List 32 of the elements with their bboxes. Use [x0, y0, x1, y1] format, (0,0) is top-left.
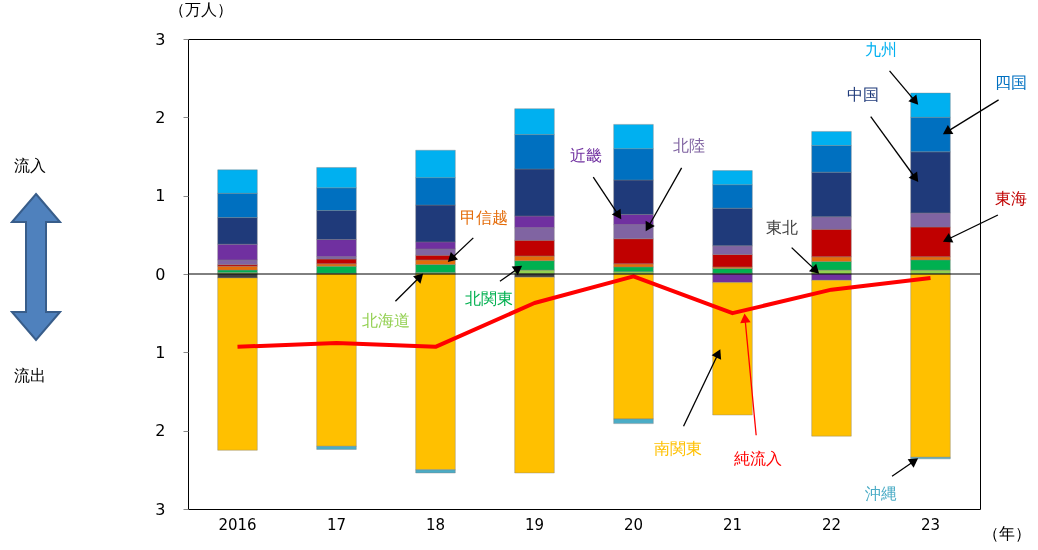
x-tick-label: 23 — [920, 515, 941, 534]
x-tick-label: 22 — [821, 515, 842, 534]
y-tick-label: 3 — [155, 29, 166, 49]
text: 純流入 — [733, 449, 782, 469]
x-tick-label: 18 — [425, 515, 446, 534]
series-label: 沖縄 — [864, 484, 897, 504]
text: 九州 — [864, 40, 897, 60]
y-tick-label: 3 — [155, 499, 166, 519]
text: 近畿 — [569, 145, 602, 165]
text: 北陸 — [672, 135, 705, 155]
series-label: 甲信越 — [459, 208, 508, 228]
series-label: 南関東 — [653, 438, 702, 458]
y-tick-label: 2 — [155, 421, 166, 441]
text: 流入 — [14, 156, 46, 177]
y-tick-label: 0 — [155, 264, 166, 284]
text: 東海 — [994, 188, 1027, 208]
x-tick-label: 2016 — [218, 515, 257, 534]
x-tick-label: 17 — [326, 515, 347, 534]
y-tick-label: 1 — [155, 186, 166, 206]
x-tick-label: 19 — [524, 515, 545, 534]
text: 中国 — [846, 85, 879, 105]
y-tick-label: 1 — [155, 342, 166, 362]
x-tick-label: 21 — [722, 515, 743, 534]
x-axis-title: （年） — [982, 523, 1031, 543]
text: 流出 — [14, 366, 46, 387]
y-axis-title: （万人） — [168, 0, 233, 19]
x-tick-label: 20 — [623, 515, 644, 534]
text: 北海道 — [361, 311, 410, 331]
text: 東北 — [765, 218, 798, 237]
text: 四国 — [994, 72, 1027, 92]
series-label: 北関東 — [464, 289, 513, 309]
y-tick-label: 2 — [155, 107, 166, 127]
